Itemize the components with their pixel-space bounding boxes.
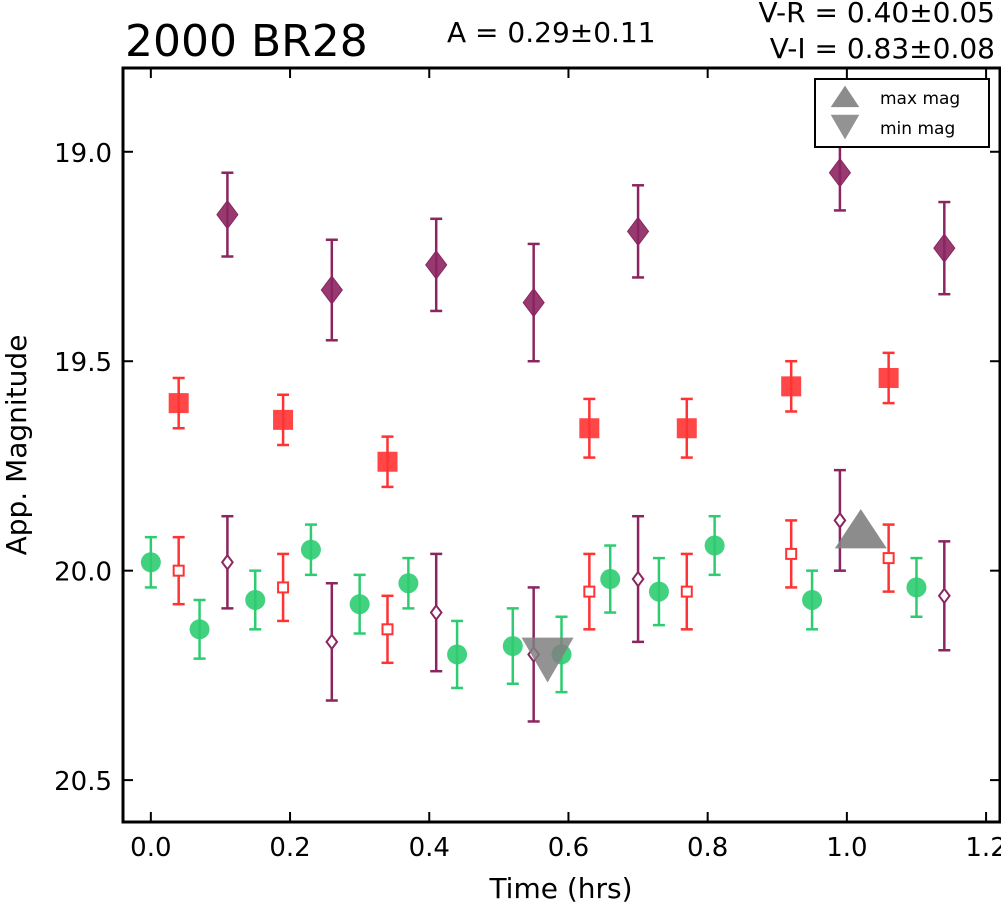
y-axis-label: App. Magnitude [0, 335, 33, 556]
x-tick-label: 0.8 [687, 833, 728, 863]
axes: 0.0 0.2 0.4 0.6 0.8 1.0 1.2 19.0 19.5 20.0 20.5 [54, 68, 1001, 863]
data-point-square-open [583, 585, 596, 598]
color-index-vi: V-I = 0.83±0.08 [770, 32, 995, 65]
data-point-circle-filled [704, 535, 725, 556]
data-point-square-filled [377, 451, 398, 472]
legend-triangle-up-icon [830, 85, 860, 108]
x-axis-label: Time (hrs) [488, 872, 632, 904]
data-point-square-open [277, 581, 290, 594]
data-point-square-open [381, 623, 394, 636]
y-tick-label: 20.0 [54, 558, 112, 588]
chart-title: 2000 BR28 [125, 16, 368, 67]
x-tick-label: 0.6 [548, 833, 589, 863]
y-tick-label: 19.0 [54, 139, 112, 169]
data-point-diamond-open [220, 553, 234, 571]
legend-triangle-down-icon [830, 114, 860, 140]
data-point-diamond-open [631, 570, 645, 588]
x-tick-label: 1.2 [965, 833, 1001, 863]
data-point-square-filled [878, 367, 899, 388]
plot-frame [121, 66, 1001, 824]
data-point-square-filled [676, 418, 697, 439]
legend-label: min mag [880, 119, 955, 139]
data-point-diamond-filled [828, 157, 852, 188]
data-point-square-open [680, 585, 693, 598]
data-point-diamond-filled [216, 199, 239, 230]
legend: max mag min mag [814, 78, 990, 148]
data-point-triangle-down [521, 637, 574, 683]
data-point-square-open [785, 547, 798, 560]
data-point-square-open [172, 564, 185, 577]
data-point-triangle-up [834, 509, 887, 549]
data-point-circle-filled [648, 581, 669, 602]
data-point-circle-filled [502, 636, 523, 657]
data-point-diamond-open [429, 603, 443, 622]
data-point-circle-filled [447, 644, 468, 665]
data-point-circle-filled [349, 594, 370, 615]
data-point-circle-filled [398, 573, 419, 594]
data-point-circle-filled [300, 539, 321, 560]
data-point-square-filled [168, 393, 189, 414]
amplitude-label: A = 0.29±0.11 [447, 16, 656, 49]
data-point-diamond-open [937, 587, 951, 605]
data-point-circle-filled [189, 619, 210, 640]
data-point-circle-filled [245, 589, 266, 610]
x-tick-label: 0.0 [130, 833, 171, 863]
data-point-diamond-filled [320, 275, 343, 305]
data-point-diamond-filled [522, 287, 545, 318]
y-tick-label: 20.5 [54, 767, 112, 797]
x-tick-label: 0.4 [409, 833, 450, 863]
data-point-diamond-filled [626, 216, 650, 247]
data-point-square-open [882, 552, 895, 565]
data-point-square-filled [579, 418, 600, 439]
y-tick-label: 19.5 [54, 348, 112, 378]
x-tick-label: 0.2 [269, 833, 310, 863]
data-point-circle-filled [802, 589, 823, 610]
plot-marks [140, 133, 956, 723]
data-point-circle-filled [140, 552, 161, 573]
data-point-square-filled [273, 409, 294, 430]
data-point-circle-filled [600, 569, 621, 590]
data-point-diamond-filled [425, 250, 448, 280]
legend-label: max mag [880, 89, 960, 109]
data-point-diamond-open [833, 511, 847, 530]
data-point-square-filled [781, 376, 802, 397]
data-point-diamond-filled [933, 233, 956, 263]
data-point-circle-filled [906, 577, 927, 598]
x-tick-label: 1.0 [826, 833, 867, 863]
color-index-vr: V-R = 0.40±0.05 [759, 0, 995, 29]
data-point-diamond-open [325, 633, 339, 651]
